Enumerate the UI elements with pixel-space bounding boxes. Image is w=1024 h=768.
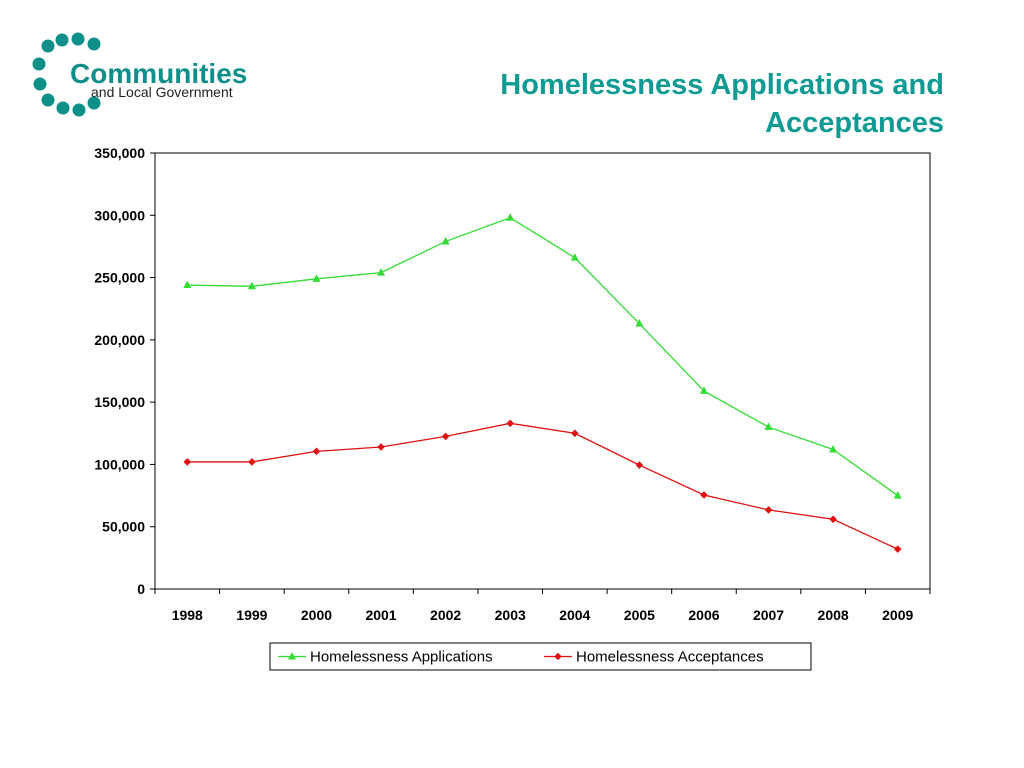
series-2 <box>183 419 902 553</box>
title-line-2: Acceptances <box>765 107 944 139</box>
logo-main-text: Communities <box>70 58 247 89</box>
x-tick-label: 2000 <box>301 607 332 623</box>
legend-marker <box>288 652 296 660</box>
y-tick-label: 350,000 <box>94 145 145 161</box>
y-tick-label: 50,000 <box>102 519 145 535</box>
x-tick-label: 1999 <box>236 607 267 623</box>
communities-logo: Communities and Local Government <box>32 32 247 117</box>
data-point <box>247 281 256 290</box>
logo-sub-text: and Local Government <box>91 84 233 100</box>
data-point <box>700 491 708 499</box>
legend-label: Homelessness Acceptances <box>576 649 764 666</box>
page-title: Homelessness Applications and Acceptance… <box>384 66 944 142</box>
series-line <box>187 422 898 550</box>
x-tick-label: 2001 <box>365 607 396 623</box>
data-point <box>893 545 902 553</box>
data-point <box>635 319 644 327</box>
legend: Homelessness Applications Homelessness Ac… <box>269 642 812 671</box>
legend-label: Homelessness Applications <box>310 649 493 666</box>
series-layer <box>183 213 902 553</box>
logo-dots-icon <box>32 32 101 117</box>
data-point <box>570 429 579 438</box>
x-tick-label: 2002 <box>430 607 461 623</box>
x-tick-label: 2008 <box>818 607 849 623</box>
title-line-1: Homelessness Applications and <box>500 69 944 101</box>
data-point <box>312 447 321 456</box>
data-point <box>893 491 902 499</box>
y-tick-label: 250,000 <box>94 270 145 286</box>
data-point <box>829 444 838 453</box>
y-tick-label: 200,000 <box>94 332 145 348</box>
data-point <box>506 419 515 428</box>
data-point <box>183 458 192 466</box>
data-point <box>377 268 386 276</box>
x-axis: 1998 1999 2000 2001 2002 2003 2004 2005 2006 2007… <box>154 589 931 623</box>
x-tick-label: 2007 <box>753 607 784 623</box>
x-tick-label: 2009 <box>882 607 913 623</box>
x-tick-label: 2005 <box>624 607 655 623</box>
data-point <box>570 253 579 261</box>
x-tick-label: 2003 <box>495 607 526 623</box>
legend-entry: Homelessness Applications <box>278 649 493 666</box>
x-tick-label: 2004 <box>559 607 590 623</box>
data-point <box>441 432 450 441</box>
data-point <box>377 443 385 451</box>
data-point <box>764 422 773 431</box>
plot-frame <box>154 152 931 590</box>
data-point <box>699 386 708 394</box>
plot-area <box>154 152 931 590</box>
data-point <box>829 515 837 524</box>
y-axis: 0 50,000 100,000 150,000 200,000 250,000 300,0… <box>94 145 155 597</box>
y-tick-label: 100,000 <box>94 456 145 472</box>
x-tick-label: 1998 <box>172 607 203 623</box>
y-tick-label: 150,000 <box>94 394 145 410</box>
legend-box <box>269 642 812 671</box>
series-1 <box>183 213 902 499</box>
x-tick-label: 2006 <box>688 607 719 623</box>
data-point <box>441 236 450 245</box>
data-point <box>312 274 321 282</box>
data-point <box>248 458 256 466</box>
legend-marker <box>554 652 562 661</box>
y-tick-label: 300,000 <box>94 207 145 223</box>
data-point <box>764 506 773 514</box>
y-tick-label: 0 <box>137 581 145 597</box>
legend-entry: Homelessness Acceptances <box>544 649 764 666</box>
data-point <box>635 461 644 469</box>
data-point <box>506 213 515 221</box>
line-chart: 0 50,000 100,000 150,000 200,000 250,000 300,0… <box>94 145 931 671</box>
series-line <box>187 217 899 497</box>
data-point <box>183 280 192 289</box>
